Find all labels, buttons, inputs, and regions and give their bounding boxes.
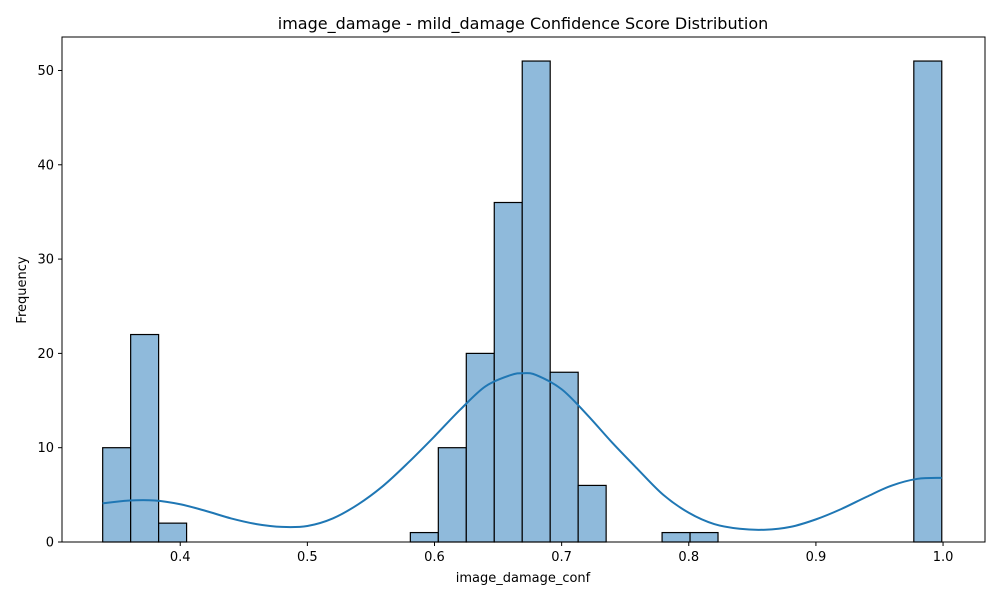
x-axis-label: image_damage_conf — [456, 571, 591, 586]
kde-curve — [102, 372, 942, 531]
y-tick-label: 50 — [37, 64, 54, 79]
x-axis-ticks: 0.4 0.5 0.6 0.7 0.8 0.9 1.0 — [170, 542, 953, 565]
histogram-bar — [689, 531, 719, 543]
histogram-bar — [102, 447, 132, 543]
histogram-bar — [437, 447, 467, 543]
y-axis-ticks: 0 10 20 30 40 50 — [37, 64, 62, 551]
y-axis-label: Frequency — [15, 256, 30, 323]
y-tick-label: 10 — [37, 441, 54, 456]
histogram-bar — [409, 531, 439, 543]
histogram-bar — [521, 60, 551, 543]
x-tick-label: 1.0 — [933, 550, 954, 565]
histogram-bar — [130, 333, 160, 543]
histogram-bar — [465, 352, 495, 543]
chart-title: image_damage - mild_damage Confidence Sc… — [278, 14, 769, 34]
histogram-bar — [493, 201, 523, 543]
histogram-bar — [913, 60, 943, 543]
x-tick-label: 0.6 — [424, 550, 445, 565]
histogram-bar — [158, 522, 188, 543]
x-tick-label: 0.4 — [170, 550, 191, 565]
y-tick-label: 30 — [37, 253, 54, 268]
y-tick-label: 40 — [37, 158, 54, 173]
histogram-bar — [661, 531, 691, 543]
histogram-bar — [577, 484, 607, 543]
histogram-bar — [549, 371, 579, 543]
x-tick-label: 0.7 — [551, 550, 572, 565]
y-tick-label: 20 — [37, 347, 54, 362]
x-tick-label: 0.5 — [297, 550, 318, 565]
x-tick-label: 0.9 — [806, 550, 827, 565]
x-tick-label: 0.8 — [678, 550, 699, 565]
y-tick-label: 0 — [46, 536, 54, 551]
plot-frame — [61, 36, 986, 543]
